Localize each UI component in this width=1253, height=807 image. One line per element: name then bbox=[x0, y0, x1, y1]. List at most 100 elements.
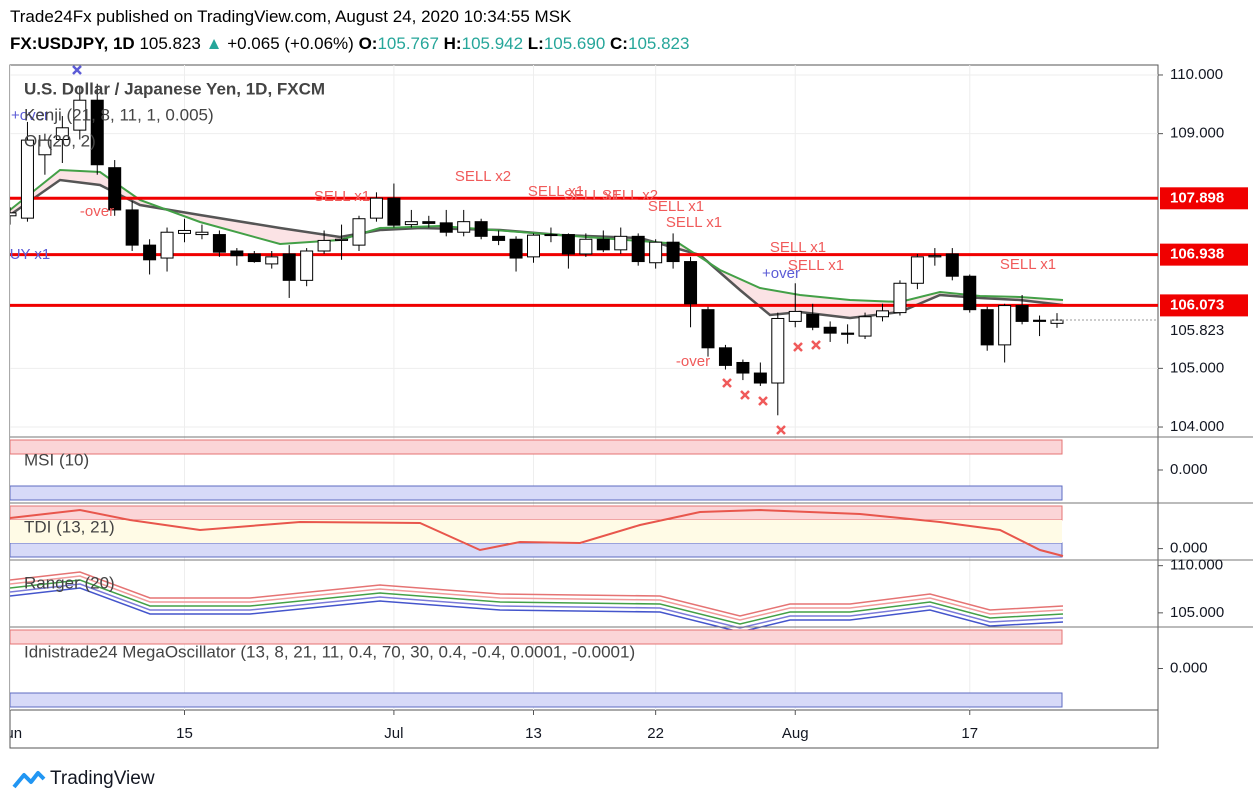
candle-body bbox=[980, 309, 994, 346]
o-label: O: bbox=[358, 34, 378, 53]
candle-body bbox=[38, 139, 52, 156]
signal-label: -over bbox=[80, 203, 114, 220]
header-quote: FX:USDJPY, 1D 105.823 ▲ +0.065 (+0.06%) … bbox=[10, 34, 689, 54]
y-tick-label: 110.000 bbox=[1170, 557, 1223, 574]
candle-body bbox=[928, 255, 942, 258]
candle-body bbox=[492, 235, 506, 241]
symbol: FX:USDJPY, 1D bbox=[10, 34, 135, 53]
signal-label: SELL x1 bbox=[528, 183, 584, 200]
lower-band bbox=[10, 542, 1063, 558]
candle-body bbox=[282, 253, 296, 281]
y-tick-label: 0.000 bbox=[1170, 659, 1208, 676]
c: 105.823 bbox=[627, 34, 690, 53]
y-tick-label: 104.000 bbox=[1170, 418, 1224, 435]
candle-body bbox=[527, 234, 540, 258]
candle-body bbox=[893, 282, 907, 314]
signal-label: -over bbox=[676, 353, 710, 370]
candle-body bbox=[20, 139, 34, 219]
candle-body bbox=[108, 167, 122, 211]
cross-marker bbox=[722, 378, 732, 388]
level-badge bbox=[1160, 243, 1248, 266]
candle-body bbox=[10, 212, 17, 217]
x-tick-label: 17 bbox=[961, 725, 978, 742]
tdi-line bbox=[10, 508, 1064, 557]
candle-body bbox=[265, 256, 279, 265]
x-tick-label: Jun bbox=[0, 725, 22, 742]
y-tick-label: 110.000 bbox=[1170, 66, 1223, 83]
candle-body bbox=[561, 234, 575, 255]
cross-marker bbox=[758, 396, 768, 406]
candle-body bbox=[649, 241, 663, 264]
level-label: 106.073 bbox=[1170, 296, 1224, 313]
header-line: Trade24Fx published on TradingView.com, … bbox=[10, 7, 571, 27]
up-arrow: ▲ bbox=[205, 34, 223, 53]
ranger-line bbox=[10, 587, 1064, 633]
candle-body bbox=[701, 309, 715, 349]
panel-title: MSI (10) bbox=[24, 450, 89, 469]
y-tick-label: 0.000 bbox=[1170, 461, 1208, 478]
last: 105.823 bbox=[139, 34, 201, 53]
candle-body bbox=[422, 221, 436, 224]
footer: TradingView bbox=[50, 768, 155, 789]
logo bbox=[12, 771, 46, 789]
candle-body bbox=[544, 234, 558, 237]
c-label: C: bbox=[610, 34, 628, 53]
l: 105.690 bbox=[543, 34, 606, 53]
signal-label: SELL x1 bbox=[788, 257, 844, 274]
candle-body bbox=[666, 241, 680, 263]
signal-label: +over bbox=[11, 107, 49, 124]
lower-band bbox=[10, 485, 1063, 501]
candle-body bbox=[1050, 319, 1064, 324]
level-label: 106.938 bbox=[1170, 246, 1224, 263]
candle-body bbox=[300, 250, 314, 281]
candle-body bbox=[579, 238, 593, 255]
y-tick-label: 105.000 bbox=[1170, 604, 1224, 621]
candle-body bbox=[858, 316, 872, 337]
h-label: H: bbox=[443, 34, 462, 53]
cross-marker bbox=[811, 340, 821, 350]
candle-body bbox=[352, 218, 366, 246]
candle-body bbox=[335, 238, 349, 241]
cross-marker bbox=[740, 390, 750, 400]
mid-band bbox=[10, 520, 1062, 543]
candle-body bbox=[195, 231, 209, 236]
ranger-line bbox=[10, 579, 1064, 625]
candle-body bbox=[963, 275, 977, 311]
candle-body bbox=[876, 310, 889, 318]
candle-body bbox=[125, 209, 139, 246]
change: +0.065 (+0.06%) bbox=[227, 34, 354, 53]
candle-body bbox=[212, 234, 226, 253]
candle-body bbox=[369, 197, 383, 219]
indicator-label: OI (20, 2) bbox=[24, 131, 96, 150]
candle-body bbox=[596, 238, 610, 251]
y-tick-label: 109.000 bbox=[1170, 125, 1224, 142]
x-tick-label: 15 bbox=[176, 725, 193, 742]
candle-body bbox=[806, 313, 820, 328]
o: 105.767 bbox=[377, 34, 439, 53]
candle-body bbox=[387, 197, 401, 226]
candle-body bbox=[788, 310, 802, 322]
x-tick-label: 13 bbox=[525, 725, 542, 742]
panel-title: Ranger (20) bbox=[24, 573, 115, 592]
candle-body bbox=[910, 256, 924, 284]
candle-body bbox=[439, 222, 453, 233]
level-badge bbox=[1160, 294, 1248, 317]
cross-marker bbox=[72, 65, 82, 75]
candle-body bbox=[823, 326, 837, 334]
candle-body bbox=[614, 235, 628, 251]
candle-body bbox=[230, 250, 244, 257]
candle-body bbox=[771, 317, 785, 384]
last-price-label: 105.823 bbox=[1170, 322, 1224, 339]
cross-marker bbox=[776, 425, 786, 435]
l-label: L: bbox=[527, 34, 544, 53]
candle-body bbox=[474, 221, 488, 237]
publisher: Trade24Fx published on TradingView.com, … bbox=[10, 7, 572, 26]
h: 105.942 bbox=[461, 34, 524, 53]
candle-body bbox=[55, 127, 69, 141]
candle-body bbox=[317, 239, 331, 252]
signal-label: SELL x1 bbox=[1000, 256, 1056, 273]
candle-body bbox=[143, 244, 157, 261]
